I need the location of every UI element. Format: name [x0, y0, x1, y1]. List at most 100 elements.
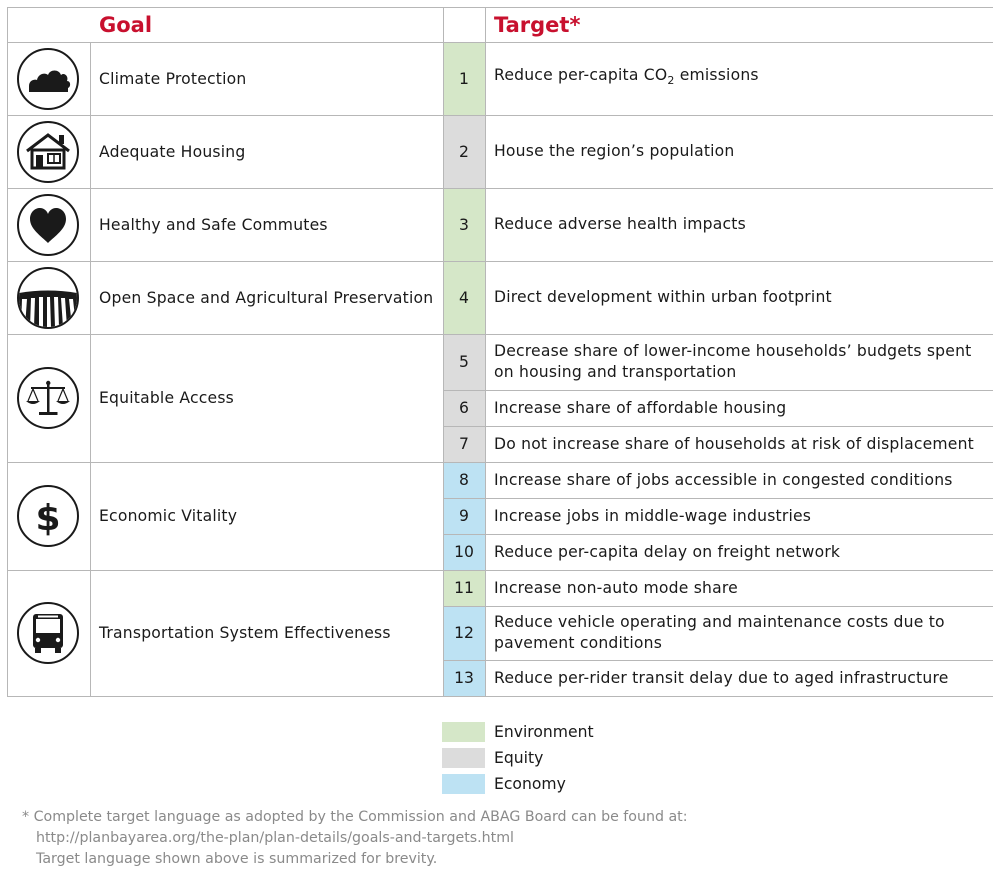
legend-label: Environment: [494, 723, 594, 741]
target-number-cell: [443, 570, 485, 606]
goal-column-header: Goal: [99, 13, 153, 37]
grid-line: [443, 390, 993, 391]
target-text: Do not increase share of households at r…: [494, 426, 986, 462]
goal-label: Adequate Housing: [99, 142, 246, 161]
target-text: House the region’s population: [494, 115, 986, 188]
target-text-content: House the region’s population: [494, 142, 735, 160]
target-text-content: Reduce per-rider transit delay due to ag…: [494, 668, 949, 687]
target-number-cell: [443, 498, 485, 534]
target-text-content: Direct development within urban footprin…: [494, 288, 832, 306]
target-text: Increase jobs in middle-wage industries: [494, 498, 986, 534]
legend-swatch: [442, 774, 485, 794]
target-text: Decrease share of lower-income household…: [494, 334, 986, 390]
grid-line: [7, 42, 993, 43]
legend-label: Equity: [494, 749, 544, 767]
legend-label: Economy: [494, 775, 566, 793]
target-number-cell: [443, 426, 485, 462]
target-number: 13: [454, 669, 474, 687]
target-text: Reduce per-capita CO2 emissions: [494, 42, 986, 115]
target-text: Increase non-auto mode share: [494, 570, 986, 606]
target-text-content: Reduce per-capita CO: [494, 66, 668, 85]
target-number: 8: [459, 471, 469, 489]
target-number-cell: [443, 534, 485, 570]
goals-targets-table: Goal Target* Climate Protection Adequate …: [7, 7, 993, 697]
target-number: 1: [459, 69, 469, 88]
grid-line: [7, 7, 993, 8]
target-text-content: Do not increase share of households at r…: [494, 434, 974, 453]
target-number: 2: [459, 142, 469, 161]
grid-line: [7, 261, 993, 262]
target-number: 3: [459, 215, 469, 234]
target-number-cell: [443, 42, 485, 115]
target-text-content: Increase jobs in middle-wage industries: [494, 506, 812, 525]
cloud-icon: [17, 47, 79, 110]
goal-label: Transportation System Effectiveness: [99, 624, 391, 642]
target-text-content: Reduce adverse health impacts: [494, 215, 746, 233]
footnote-line: Target language shown above is summarize…: [36, 851, 438, 867]
target-text-content: emissions: [674, 66, 759, 85]
grid-line: [443, 498, 993, 499]
bus-icon: [17, 602, 79, 664]
grid-line: [443, 660, 993, 661]
house-icon: [17, 120, 79, 183]
target-number-cell: [443, 261, 485, 334]
target-text-content: Increase share of jobs accessible in con…: [494, 470, 953, 489]
goal-label: Climate Protection: [99, 69, 247, 88]
target-text-content: Reduce vehicle operating and maintenance…: [494, 613, 945, 652]
grid-line: [443, 534, 993, 535]
target-number: 9: [459, 507, 469, 525]
target-number: 7: [459, 435, 469, 453]
target-text: Reduce per-rider transit delay due to ag…: [494, 660, 986, 696]
goal-label: Equitable Access: [99, 389, 235, 407]
farmland-icon: [17, 266, 79, 329]
grid-line: [7, 115, 993, 116]
target-text-content: Increase non-auto mode share: [494, 578, 738, 597]
goal-label: Healthy and Safe Commutes: [99, 215, 328, 234]
legend-swatch: [442, 748, 485, 768]
target-number-cell: [443, 188, 485, 261]
grid-line: [90, 42, 91, 697]
target-text-content: Decrease share of lower-income household…: [494, 342, 972, 381]
scales-icon: [17, 367, 79, 429]
target-text: Reduce adverse health impacts: [494, 188, 986, 261]
grid-line: [7, 696, 993, 697]
target-text: Direct development within urban footprin…: [494, 261, 986, 334]
footnote-line: http://planbayarea.org/the-plan/plan-det…: [36, 830, 515, 846]
target-number: 5: [459, 353, 469, 371]
target-text-subscript: 2: [667, 74, 675, 88]
grid-line: [7, 7, 8, 697]
grid-line: [443, 606, 993, 607]
target-number: 10: [454, 543, 474, 561]
target-number-cell: [443, 660, 485, 696]
target-number-cell: [443, 115, 485, 188]
grid-line: [7, 188, 993, 189]
grid-line: [485, 7, 486, 697]
heart-icon: [17, 193, 79, 256]
dollar-icon: $: [17, 485, 79, 547]
grid-line: [443, 7, 444, 697]
target-number-cell: [443, 462, 485, 498]
goal-label: Economic Vitality: [99, 507, 238, 525]
target-number-cell: [443, 334, 485, 390]
grid-line: [7, 570, 993, 571]
target-number: 6: [459, 399, 469, 417]
footnote-line: * Complete target language as adopted by…: [22, 809, 688, 825]
target-number-cell: [443, 606, 485, 660]
target-number: 12: [454, 624, 474, 642]
grid-line: [7, 462, 993, 463]
target-number: 11: [454, 579, 474, 597]
target-text-content: Reduce per-capita delay on freight netwo…: [494, 542, 841, 561]
target-column-header: Target*: [494, 13, 581, 37]
grid-line: [7, 334, 993, 335]
legend-swatch: [442, 722, 485, 742]
grid-line: [443, 426, 993, 427]
target-text: Reduce per-capita delay on freight netwo…: [494, 534, 986, 570]
svg-text:$: $: [35, 498, 60, 539]
target-text: Reduce vehicle operating and maintenance…: [494, 606, 986, 660]
target-number-cell: [443, 390, 485, 426]
target-text-content: Increase share of affordable housing: [494, 398, 787, 417]
target-text: Increase share of affordable housing: [494, 390, 986, 426]
goal-label: Open Space and Agricultural Preservation: [99, 288, 434, 307]
target-text: Increase share of jobs accessible in con…: [494, 462, 986, 498]
target-number: 4: [459, 288, 469, 307]
